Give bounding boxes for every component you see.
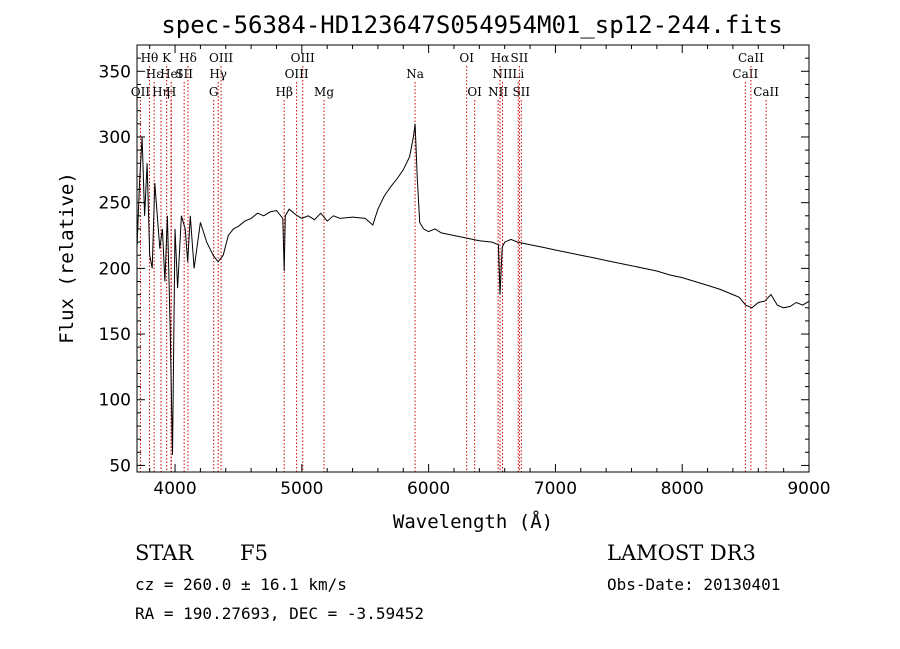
spectral-line-label: G xyxy=(209,85,219,99)
spectral-line-label: OII xyxy=(131,85,151,99)
spectral-line-label: NII xyxy=(493,67,513,81)
spectral-line-label: HeI xyxy=(160,67,183,81)
spectral-line-label: SII xyxy=(512,85,530,99)
object-class: STAR xyxy=(135,541,194,565)
y-axis-label: Flux (relative) xyxy=(56,172,78,344)
spectral-line-label: OIII xyxy=(209,51,233,65)
spectral-line-label: H xyxy=(166,85,176,99)
redshift-velocity: cz = 260.0 ± 16.1 km/s xyxy=(135,575,347,594)
x-tick-label: 8000 xyxy=(661,479,704,499)
x-tick-label: 9000 xyxy=(787,479,830,499)
spectral-line-label: CaII xyxy=(732,67,758,81)
spectral-line-label: OI xyxy=(467,85,482,99)
spectral-line-label: Hθ xyxy=(141,51,159,65)
spectral-line-label: K xyxy=(162,51,172,65)
spectral-line-label: Na xyxy=(406,67,424,81)
x-tick-label: 4000 xyxy=(153,479,196,499)
spectral-line-markers: OII Hθ Hε Hη K HeI H SII Hδ G Hγ OIII Hβ OIII OIII Mg Na… xyxy=(131,51,779,472)
x-tick-label: 5000 xyxy=(280,479,323,499)
chart-title: spec-56384-HD123647S054954M01_sp12-244.f… xyxy=(161,11,782,39)
plot-frame xyxy=(136,44,810,473)
spectrum-line xyxy=(136,123,810,455)
spectral-line-label: SII xyxy=(175,67,193,81)
spectral-line-label: OIII xyxy=(285,67,309,81)
spectral-line-label: CaII xyxy=(738,51,764,65)
spectral-line-label: Hδ xyxy=(179,51,197,65)
y-tick-label: 100 xyxy=(99,391,131,411)
y-tick-label: 150 xyxy=(99,325,131,345)
spectral-line-label: Mg xyxy=(314,85,334,99)
y-axis: 50 100 150 200 250 300 350 xyxy=(99,57,809,476)
y-tick-label: 300 xyxy=(99,128,131,148)
spectral-line-label: OIII xyxy=(291,51,315,65)
observation-date: Obs-Date: 20130401 xyxy=(607,575,781,594)
spectral-line-label: SII xyxy=(511,51,529,65)
x-axis: 4000 5000 6000 7000 8000 9000 xyxy=(149,45,831,499)
spectral-line-label: NII xyxy=(488,85,508,99)
y-tick-label: 250 xyxy=(99,194,131,214)
survey-name: LAMOST DR3 xyxy=(607,541,756,565)
coordinates: RA = 190.27693, DEC = -3.59452 xyxy=(135,604,424,623)
spectral-line-label: Li xyxy=(512,67,524,81)
spectral-line-label: Hα xyxy=(491,51,510,65)
spectral-line-label: Hβ xyxy=(276,85,293,99)
y-tick-label: 50 xyxy=(109,456,131,476)
spectral-line-label: Hγ xyxy=(209,67,227,81)
spectrum-series xyxy=(136,123,810,455)
y-tick-label: 350 xyxy=(99,62,131,82)
spectral-line-label: Hε xyxy=(146,67,163,81)
x-axis-label: Wavelength (Å) xyxy=(393,510,553,533)
spectral-line-label: OI xyxy=(459,51,474,65)
x-tick-label: 7000 xyxy=(534,479,577,499)
spectral-line-label: Hη xyxy=(152,85,170,99)
x-tick-label: 6000 xyxy=(407,479,450,499)
spectral-line-label: CaII xyxy=(753,85,779,99)
y-tick-label: 200 xyxy=(99,259,131,279)
object-subclass: F5 xyxy=(240,541,268,565)
